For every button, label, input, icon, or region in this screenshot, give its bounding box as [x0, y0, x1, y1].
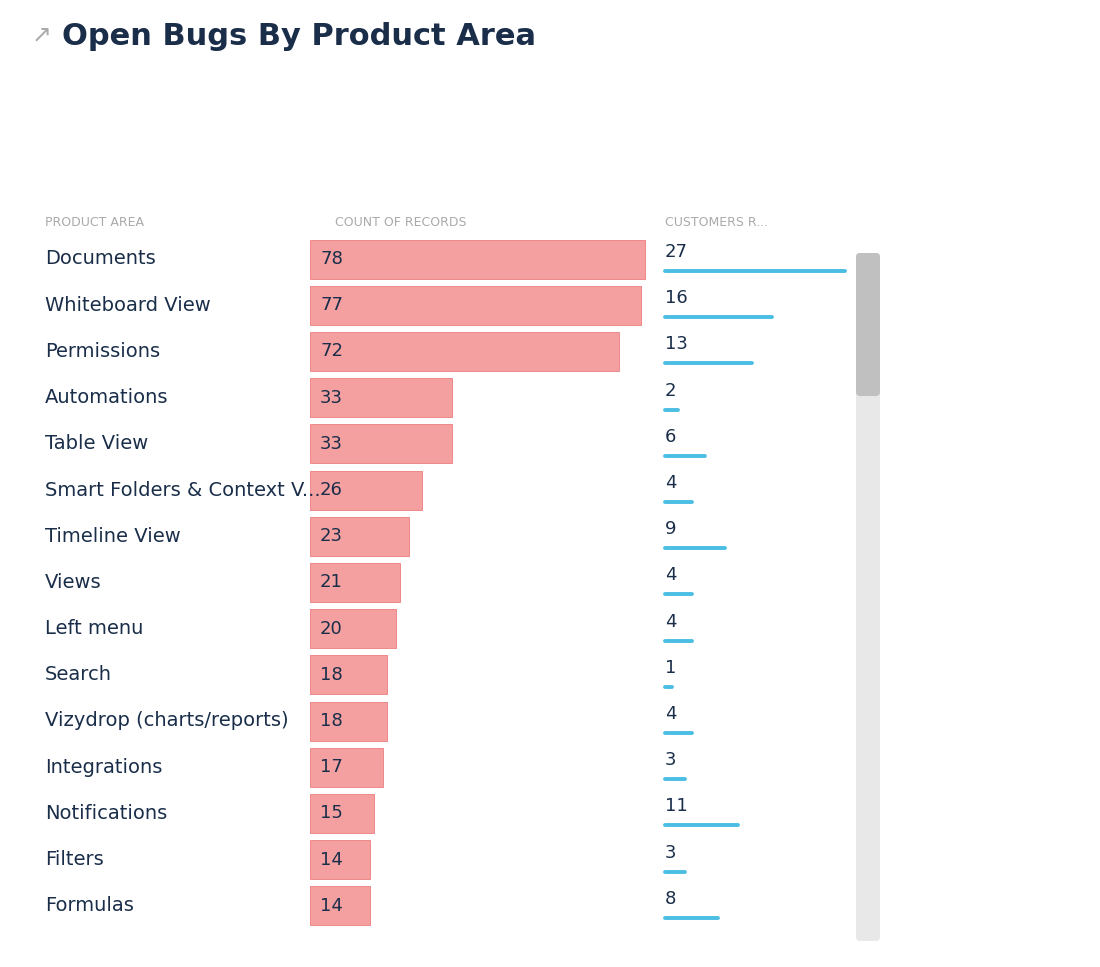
Text: 11: 11 [666, 798, 688, 815]
Text: Vizydrop (charts/reports): Vizydrop (charts/reports) [45, 712, 288, 730]
Text: 18: 18 [320, 712, 343, 730]
Text: Automations: Automations [45, 388, 168, 407]
FancyBboxPatch shape [310, 747, 383, 787]
FancyBboxPatch shape [310, 378, 452, 417]
Text: 13: 13 [666, 336, 688, 353]
Text: 14: 14 [320, 896, 343, 915]
Text: 3: 3 [666, 843, 676, 862]
Text: 78: 78 [320, 250, 343, 268]
Text: Table View: Table View [45, 434, 148, 454]
Text: Documents: Documents [45, 249, 156, 269]
Text: Permissions: Permissions [45, 342, 161, 361]
Text: Formulas: Formulas [45, 896, 134, 916]
FancyBboxPatch shape [310, 563, 400, 601]
Text: 1: 1 [666, 659, 676, 677]
Text: Integrations: Integrations [45, 758, 163, 777]
Text: 9: 9 [666, 520, 676, 539]
Text: Left menu: Left menu [45, 619, 143, 638]
FancyBboxPatch shape [310, 887, 370, 925]
Text: COUNT OF RECORDS: COUNT OF RECORDS [336, 216, 466, 229]
FancyBboxPatch shape [310, 840, 370, 879]
Text: Notifications: Notifications [45, 804, 167, 823]
Text: 23: 23 [320, 527, 343, 545]
Text: 18: 18 [320, 666, 343, 684]
Text: 77: 77 [320, 296, 343, 314]
Text: 72: 72 [320, 342, 343, 361]
Text: 33: 33 [320, 435, 343, 453]
Text: ↗: ↗ [32, 23, 52, 46]
Text: 16: 16 [666, 289, 688, 308]
Text: Filters: Filters [45, 850, 103, 869]
FancyBboxPatch shape [310, 285, 640, 325]
Text: 26: 26 [320, 481, 343, 499]
Text: 4: 4 [666, 474, 676, 492]
Text: Views: Views [45, 572, 101, 592]
FancyBboxPatch shape [310, 609, 396, 648]
Text: 2: 2 [666, 382, 676, 399]
Text: Search: Search [45, 665, 112, 685]
Text: Timeline View: Timeline View [45, 527, 180, 545]
FancyBboxPatch shape [310, 794, 374, 833]
FancyBboxPatch shape [310, 516, 409, 556]
Text: 14: 14 [320, 851, 343, 868]
Text: 8: 8 [666, 890, 676, 908]
FancyBboxPatch shape [310, 240, 645, 278]
Text: Smart Folders & Context V...: Smart Folders & Context V... [45, 481, 320, 500]
Text: 6: 6 [666, 427, 676, 446]
Text: 20: 20 [320, 620, 343, 637]
Text: 15: 15 [320, 805, 343, 822]
Text: 17: 17 [320, 758, 343, 777]
Text: 4: 4 [666, 705, 676, 723]
FancyBboxPatch shape [856, 253, 880, 941]
FancyBboxPatch shape [310, 701, 387, 741]
Text: Open Bugs By Product Area: Open Bugs By Product Area [62, 22, 536, 50]
FancyBboxPatch shape [310, 471, 421, 510]
FancyBboxPatch shape [856, 253, 880, 396]
Text: Whiteboard View: Whiteboard View [45, 296, 211, 314]
FancyBboxPatch shape [310, 656, 387, 694]
Text: CUSTOMERS R...: CUSTOMERS R... [666, 216, 768, 229]
FancyBboxPatch shape [310, 425, 452, 463]
Text: 3: 3 [666, 751, 676, 769]
Text: 21: 21 [320, 573, 343, 592]
Text: PRODUCT AREA: PRODUCT AREA [45, 216, 144, 229]
FancyBboxPatch shape [310, 332, 619, 371]
Text: 4: 4 [666, 567, 676, 584]
Text: 4: 4 [666, 613, 676, 630]
Text: 27: 27 [666, 243, 688, 261]
Text: 33: 33 [320, 389, 343, 406]
